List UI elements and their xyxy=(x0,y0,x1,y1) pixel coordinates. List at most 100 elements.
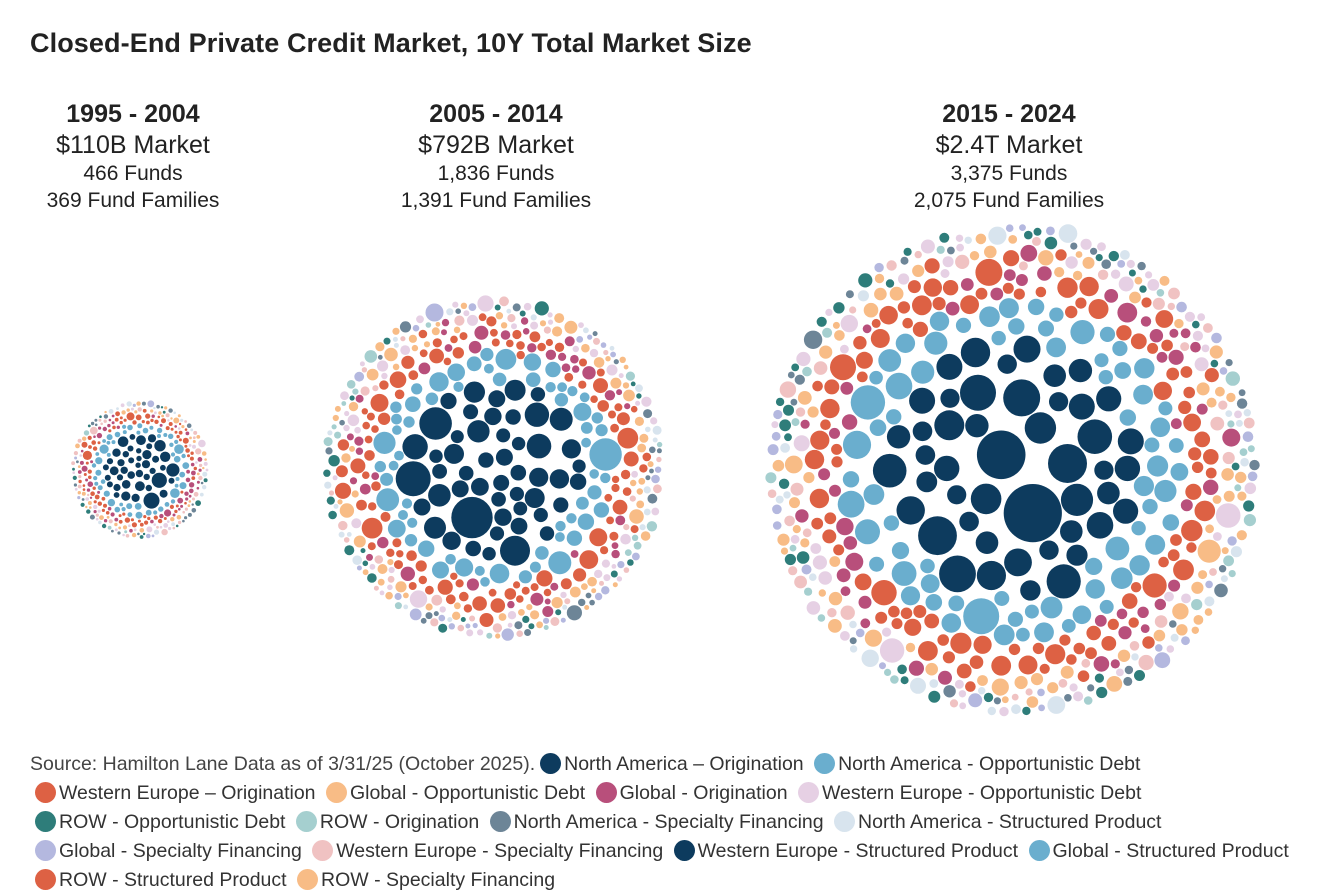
legend-swatch xyxy=(540,753,562,774)
fund-bubble xyxy=(391,413,402,425)
fund-bubble xyxy=(404,534,418,547)
fund-bubble xyxy=(897,664,907,675)
fund-bubble xyxy=(337,439,350,451)
fund-bubble xyxy=(333,503,339,509)
fund-bubble xyxy=(784,553,797,566)
fund-bubble xyxy=(135,481,145,492)
fund-bubble xyxy=(371,425,379,433)
legend-label: Western Europe - Opportunistic Debt xyxy=(822,782,1142,804)
fund-bubble xyxy=(448,623,455,630)
fund-bubble xyxy=(900,256,909,265)
fund-bubble xyxy=(484,407,502,426)
fund-bubble xyxy=(150,519,154,524)
fund-bubble xyxy=(191,470,196,476)
fund-bubble xyxy=(352,555,363,565)
fund-bubble xyxy=(1168,579,1181,592)
fund-bubble xyxy=(452,301,459,308)
legend-item: Global - Opportunistic Debt xyxy=(321,782,585,804)
fund-bubble xyxy=(1126,259,1135,269)
fund-bubble xyxy=(73,483,77,487)
fund-bubble xyxy=(370,393,389,412)
fund-bubble xyxy=(772,504,782,515)
fund-bubble xyxy=(103,490,110,497)
fund-bubble xyxy=(81,498,85,501)
fund-bubble xyxy=(1205,580,1213,589)
legend-item: Western Europe – Origination xyxy=(30,782,316,804)
fund-bubble xyxy=(516,595,524,603)
fund-bubble xyxy=(1225,410,1233,417)
fund-bubble xyxy=(380,472,394,486)
fund-bubble xyxy=(341,453,351,463)
fund-bubble xyxy=(1214,583,1228,598)
fund-bubble xyxy=(327,430,333,436)
fund-bubble xyxy=(550,617,560,626)
fund-bubble xyxy=(477,295,494,312)
fund-bubble xyxy=(147,516,151,521)
fund-bubble xyxy=(1185,483,1202,500)
fund-bubble xyxy=(87,435,92,440)
fund-bubble xyxy=(202,485,207,490)
fund-bubble xyxy=(154,411,157,415)
fund-bubble xyxy=(970,483,1002,515)
fund-bubble xyxy=(103,503,107,508)
fund-bubble xyxy=(836,568,851,583)
fund-bubble xyxy=(855,519,880,545)
fund-bubble xyxy=(375,342,385,352)
fund-bubble xyxy=(83,430,90,436)
fund-bubble xyxy=(178,438,182,442)
fund-bubble xyxy=(1116,608,1128,620)
fund-bubble xyxy=(833,544,845,556)
fund-bubble xyxy=(98,520,102,525)
fund-bubble xyxy=(817,614,826,622)
fund-bubble xyxy=(828,619,842,633)
fund-bubble xyxy=(1170,418,1182,430)
fund-bubble xyxy=(631,534,639,541)
fund-bubble xyxy=(351,490,359,498)
fund-bubble xyxy=(394,450,404,461)
fund-bubble xyxy=(513,501,528,516)
fund-bubble xyxy=(956,663,972,679)
fund-bubble xyxy=(507,314,516,323)
fund-bubble xyxy=(834,330,845,341)
fund-bubble xyxy=(611,564,617,569)
fund-bubble xyxy=(1129,555,1150,576)
fund-bubble xyxy=(1077,419,1113,455)
fund-bubble xyxy=(1043,364,1066,388)
fund-bubble xyxy=(832,321,840,329)
fund-bubble xyxy=(362,471,370,480)
fund-bubble xyxy=(623,567,630,573)
legend-swatch xyxy=(35,782,56,803)
legend-item: North America - Specialty Financing xyxy=(485,811,824,833)
fund-bubble xyxy=(202,471,208,477)
fund-bubble xyxy=(371,472,380,480)
fund-bubble xyxy=(579,550,599,569)
fund-bubble xyxy=(191,508,197,513)
fund-bubble xyxy=(105,511,110,515)
fund-bubble xyxy=(1085,557,1103,576)
fund-bubble xyxy=(849,306,857,314)
fund-bubble xyxy=(394,592,402,601)
fund-bubble xyxy=(173,411,176,415)
fund-bubble xyxy=(396,550,404,558)
fund-bubble xyxy=(496,428,511,443)
fund-bubble xyxy=(1169,620,1177,628)
fund-bubble xyxy=(635,384,643,393)
fund-bubble xyxy=(405,396,421,413)
legend-item: Western Europe - Specialty Financing xyxy=(307,840,663,862)
fund-bubble xyxy=(152,455,160,463)
fund-bubble xyxy=(1110,269,1121,279)
fund-bubble xyxy=(576,336,584,343)
fund-bubble xyxy=(560,591,567,599)
fund-bubble xyxy=(455,308,462,315)
fund-bubble xyxy=(772,521,782,530)
fund-bubble xyxy=(86,509,91,514)
fund-bubble xyxy=(1108,250,1120,262)
fund-bubble xyxy=(912,421,933,442)
fund-bubble xyxy=(1149,329,1164,343)
fund-bubble xyxy=(1117,428,1144,455)
fund-bubble xyxy=(997,354,1017,374)
fund-bubble xyxy=(486,316,497,327)
fund-bubble xyxy=(118,514,122,518)
fund-bubble xyxy=(1134,276,1143,285)
fund-bubble xyxy=(444,443,464,464)
